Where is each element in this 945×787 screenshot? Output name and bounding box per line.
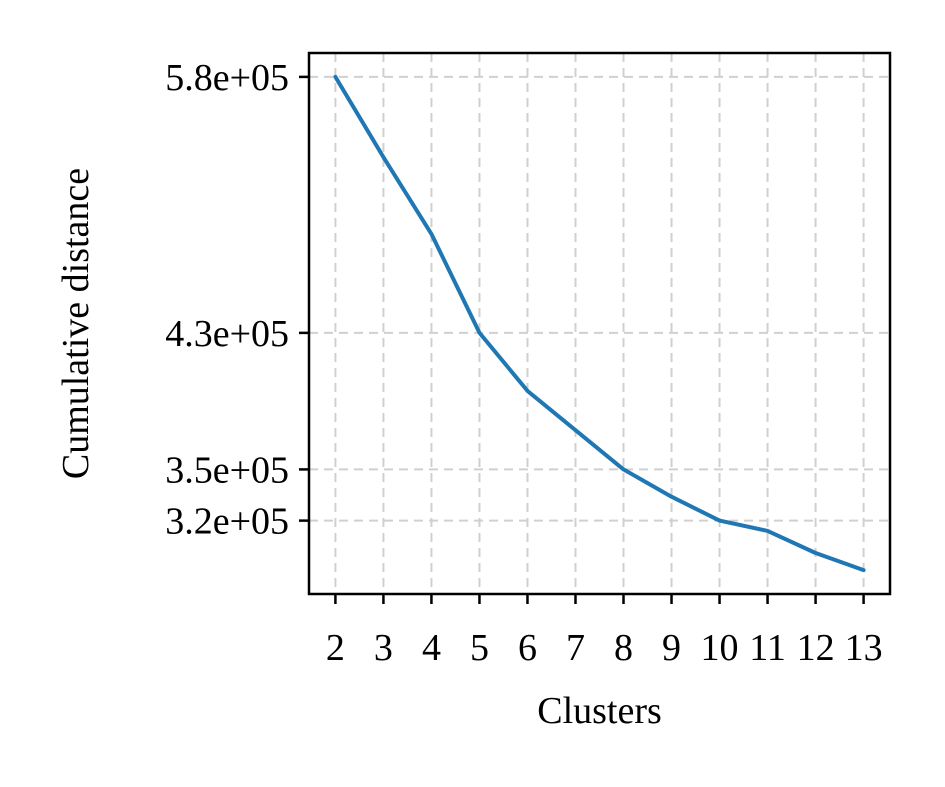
x-axis-label: Clusters bbox=[537, 690, 662, 732]
x-tick-label: 7 bbox=[566, 627, 585, 669]
y-axis: 5.8e+05 4.3e+05 3.5e+05 3.2e+05 bbox=[165, 57, 309, 543]
x-tick-label: 4 bbox=[422, 627, 441, 669]
y-tick-label: 4.3e+05 bbox=[165, 313, 289, 355]
x-tick-label: 12 bbox=[797, 627, 835, 669]
y-tick-label: 3.5e+05 bbox=[165, 449, 289, 491]
series-line bbox=[333, 74, 866, 573]
x-tick-label: 10 bbox=[701, 627, 739, 669]
x-tick-label: 3 bbox=[374, 627, 393, 669]
x-axis: 2 3 4 5 6 7 8 9 10 11 12 13 bbox=[326, 594, 883, 669]
y-tick-label: 3.2e+05 bbox=[165, 501, 289, 543]
grid bbox=[309, 53, 890, 594]
x-tick-label: 8 bbox=[614, 627, 633, 669]
plot-frame bbox=[307, 51, 892, 596]
x-tick-label: 6 bbox=[518, 627, 537, 669]
y-tick-label: 5.8e+05 bbox=[165, 57, 289, 99]
y-axis-label: Cumulative distance bbox=[55, 168, 97, 479]
x-tick-label: 9 bbox=[662, 627, 681, 669]
x-tick-label: 2 bbox=[326, 627, 345, 669]
x-tick-label: 5 bbox=[470, 627, 489, 669]
x-tick-label: 13 bbox=[845, 627, 883, 669]
x-tick-label: 11 bbox=[749, 627, 786, 669]
